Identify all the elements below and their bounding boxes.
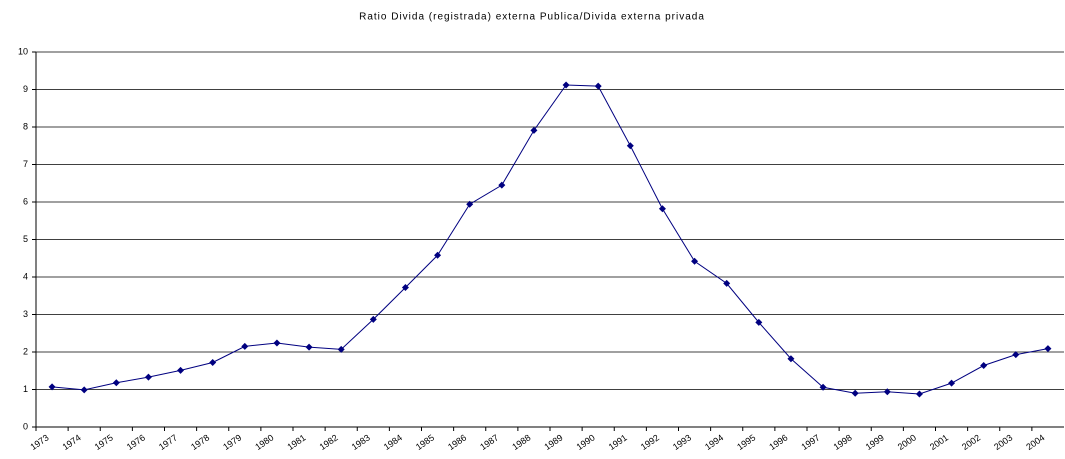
x-tick-label: 1981 [285,432,307,452]
marker [594,82,602,90]
marker [851,389,859,397]
x-tick-label: 1973 [28,432,50,452]
x-tick-label: 1983 [350,432,372,452]
x-tick-label: 1994 [703,432,725,452]
y-tick-label: 4 [23,271,28,281]
y-tick-label: 6 [23,196,28,206]
x-tick-label: 1984 [382,432,404,452]
y-tick-label: 2 [23,346,28,356]
x-tick-label: 2004 [1024,432,1046,452]
marker [177,366,185,374]
marker [948,379,956,387]
x-tick-label: 1975 [93,432,115,452]
marker [1044,345,1052,353]
x-tick-label: 1999 [864,432,886,452]
marker [883,388,891,396]
marker [723,279,731,287]
marker [755,318,763,326]
y-tick-label: 8 [23,121,28,131]
x-tick-label: 1980 [253,432,275,452]
y-tick-label: 5 [23,234,28,244]
x-tick-label: 2001 [928,432,950,452]
marker [80,386,88,394]
x-tick-label: 1990 [575,432,597,452]
marker [112,379,120,387]
x-tick-label: 1985 [414,432,436,452]
x-tick-label: 1977 [157,432,179,452]
chart-title: Ratio Divida (registrada) externa Public… [359,12,705,23]
x-tick-label: 2000 [896,432,918,452]
line [52,84,1049,395]
y-tick-label: 10 [18,46,28,56]
x-tick-label: 2002 [960,432,982,452]
marker [626,142,634,150]
marker [144,373,152,381]
marker [691,257,699,265]
marker [241,342,249,350]
marker [209,359,217,366]
marker [530,126,538,134]
marker [305,343,313,351]
marker [434,251,442,259]
x-tick-label: 1996 [767,432,789,452]
x-tick-label: 1982 [318,432,340,452]
x-tick-label: 1995 [735,432,757,452]
marker [787,355,795,363]
x-tick-label: 1988 [510,432,532,452]
marker [658,205,666,213]
x-tick-label: 1987 [478,432,500,452]
x-tick-label: 1997 [799,432,821,452]
marker [466,200,474,208]
marker [369,315,377,323]
y-tick-label: 9 [23,84,28,94]
marker [401,284,409,291]
x-tick-label: 1986 [446,432,468,452]
marker [915,390,923,398]
marker [48,383,56,391]
x-tick-label: 1979 [221,432,243,452]
marker [273,339,281,347]
x-tick-label: 1992 [639,432,661,452]
y-tick-label: 3 [23,309,28,319]
y-tick-label: 0 [23,421,28,431]
y-tick-label: 7 [23,159,28,169]
marker [562,81,570,89]
marker [337,345,345,353]
marker [819,383,827,391]
x-tick-label: 1991 [607,432,629,452]
x-tick-label: 1993 [671,432,693,452]
marker [1012,351,1020,359]
x-tick-label: 2003 [992,432,1014,452]
x-tick-label: 1974 [61,432,83,452]
x-tick-label: 1989 [542,432,564,452]
x-tick-label: 1998 [832,432,854,452]
x-tick-label: 1976 [125,432,147,452]
marker [980,362,988,369]
x-tick-label: 1978 [189,432,211,452]
y-tick-label: 1 [23,384,28,394]
marker [498,181,506,189]
